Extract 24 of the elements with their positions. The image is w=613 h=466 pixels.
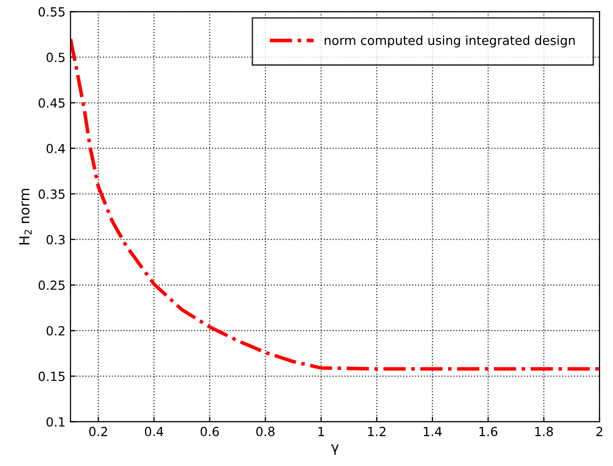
x-tick-label: 0.6 [200, 426, 219, 436]
x-tick-label: 1.2 [368, 426, 386, 436]
y-tick-label: 0.2 [46, 326, 64, 336]
y-tick-label: 0.5 [46, 52, 65, 62]
y-tick-label: 0.3 [46, 234, 65, 244]
y-axis-title: H$_{2}$ norm [19, 188, 32, 244]
legend-label: norm computed using integrated design [324, 35, 575, 48]
y-tick-label: 0.35 [38, 189, 65, 199]
x-tick-label: 1.8 [535, 426, 553, 436]
x-tick-label: 0.8 [256, 426, 274, 436]
x-tick-label: 0.4 [144, 426, 164, 436]
x-tick-label: 1 [318, 426, 324, 436]
x-tick-label: 2 [596, 426, 602, 436]
x-tick-label: 1.4 [424, 426, 442, 436]
y-tick-label: 0.45 [38, 98, 65, 108]
y-tick-label: 0.1 [46, 417, 64, 427]
y-tick-label: 0.25 [38, 280, 65, 290]
y-tick-label: 0.4 [46, 144, 65, 154]
line-series [70, 37, 600, 371]
x-tick-label: 1.6 [480, 426, 498, 436]
y-tick-label: 0.15 [38, 372, 65, 382]
y-tick-label: 0.55 [38, 7, 65, 17]
x-tick-label: 0.2 [89, 426, 108, 436]
x-axis-title: γ [331, 444, 339, 455]
